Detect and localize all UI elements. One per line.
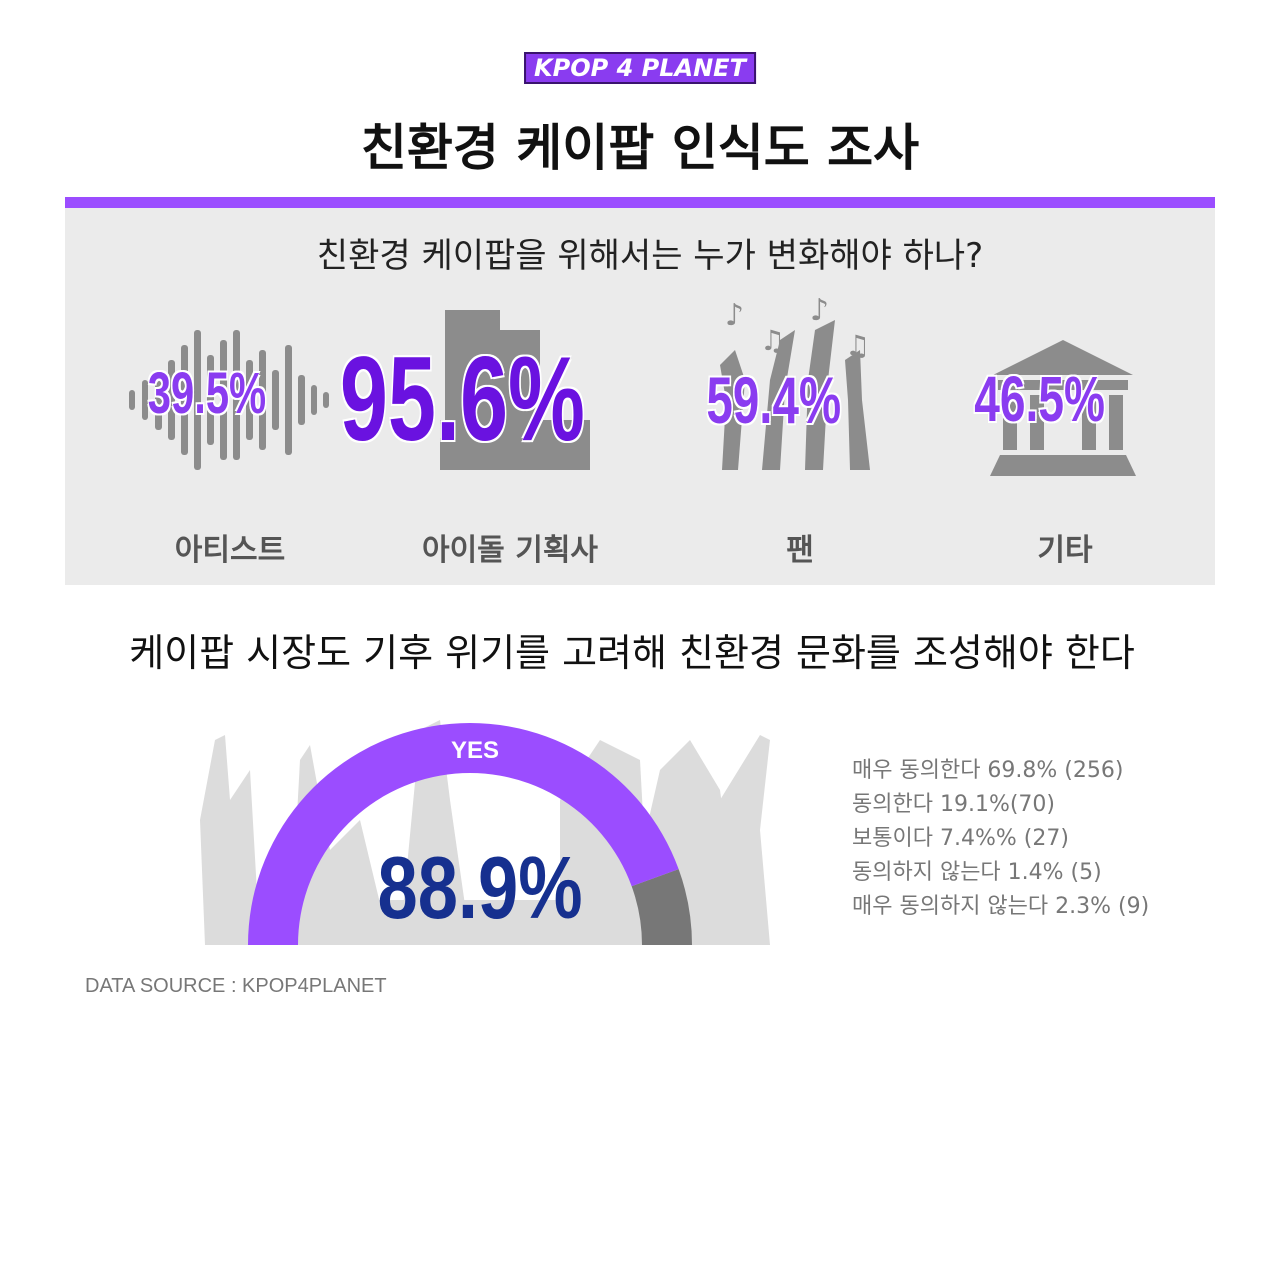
accent-bar bbox=[65, 197, 1215, 208]
gauge-rest bbox=[631, 869, 692, 945]
title: 친환경 케이팝 인식도 조사 bbox=[360, 119, 920, 177]
icons: ♪ ♫ ♪ ♫ bbox=[129, 293, 1136, 476]
gauge-label: YES bbox=[451, 737, 499, 764]
percentage: 95.6% bbox=[339, 332, 585, 466]
svg-text:♫: ♫ bbox=[760, 324, 785, 357]
svg-text:♪: ♪ bbox=[810, 293, 829, 328]
gauge-value: 88.9% bbox=[378, 838, 583, 937]
building-icon bbox=[440, 310, 590, 470]
item-label: 아티스트 bbox=[174, 533, 286, 568]
gauge: YES 88.9% bbox=[248, 723, 692, 945]
institution-icon bbox=[990, 340, 1136, 476]
percentage: 46.5% bbox=[974, 363, 1105, 435]
breakdown-item: 매우 동의한다 69.8% (256) bbox=[852, 758, 1124, 783]
question: 케이팝 시장도 기후 위기를 고려해 친환경 문화를 조성해야 한다 bbox=[129, 631, 1135, 675]
breakdown-item: 동의한다 19.1%(70) bbox=[852, 792, 1056, 817]
item-label: 기타 bbox=[1037, 533, 1093, 568]
sound-wave-icon bbox=[129, 330, 329, 470]
svg-text:♫: ♫ bbox=[845, 329, 870, 362]
item-label: 팬 bbox=[786, 533, 814, 568]
breakdown-item: 매우 동의하지 않는다 2.3% (9) bbox=[852, 894, 1150, 919]
breakdown-item: 동의하지 않는다 1.4% (5) bbox=[852, 860, 1102, 885]
fans-icon: ♪ ♫ ♪ ♫ bbox=[720, 293, 870, 470]
question: 친환경 케이팝을 위해서는 누가 변화해야 하나? bbox=[316, 236, 984, 276]
logo: KPOP 4 PLANET bbox=[524, 52, 756, 84]
gauge-arc bbox=[248, 723, 679, 945]
svg-text:♪: ♪ bbox=[725, 298, 744, 333]
item-label: 아이돌 기획사 bbox=[421, 533, 599, 568]
breakdown-item: 보통이다 7.4%% (27) bbox=[852, 826, 1069, 851]
percentage: 59.4% bbox=[706, 363, 842, 437]
percentage: 39.5% bbox=[147, 361, 267, 426]
source: DATA SOURCE : KPOP4PLANET bbox=[85, 975, 387, 997]
